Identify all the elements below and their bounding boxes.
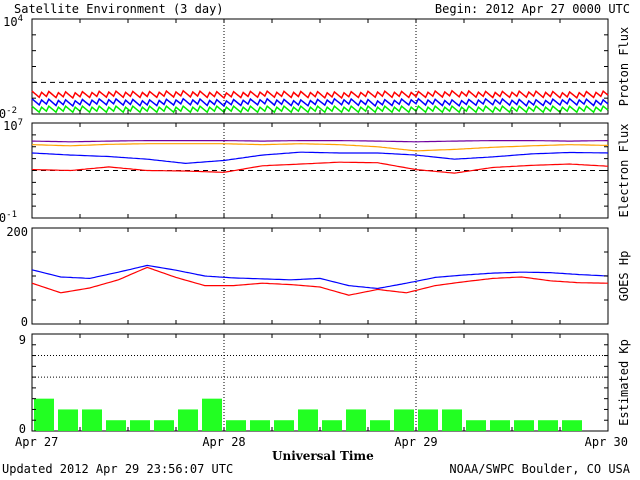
x-axis-title: Universal Time xyxy=(272,449,374,463)
kp-bar xyxy=(538,420,558,431)
y-tick-label: 200 xyxy=(6,225,28,239)
y-tick-label: 107 xyxy=(3,118,23,133)
kp-bar xyxy=(202,398,222,431)
kp-bar xyxy=(514,420,534,431)
kp-bar xyxy=(58,409,78,431)
data-series-line xyxy=(31,105,609,114)
data-series-line xyxy=(31,151,609,165)
kp-bar xyxy=(178,409,198,431)
panel-frame xyxy=(31,227,609,325)
data-series-line xyxy=(32,140,608,143)
kp-bar xyxy=(466,420,486,431)
kp-bar xyxy=(322,420,342,431)
y-axis-label: Electron Flux xyxy=(617,124,631,218)
kp-bar xyxy=(490,420,510,431)
kp-bar xyxy=(82,409,102,431)
y-tick-exponent: -1 xyxy=(6,210,17,220)
y-tick-label: 0 xyxy=(21,315,28,329)
y-tick-exponent: 7 xyxy=(18,118,23,128)
updated-timestamp: Updated 2012 Apr 29 23:56:07 UTC xyxy=(2,462,234,476)
y-tick-exponent: -2 xyxy=(6,106,17,116)
kp-bar xyxy=(130,420,150,431)
y-axis-label: GOES Hp xyxy=(617,251,631,302)
begin-time: Begin: 2012 Apr 27 0000 UTC xyxy=(434,2,630,16)
y-axis-label: Proton Flux xyxy=(617,27,631,106)
y-tick-label: 10-1 xyxy=(0,210,17,225)
kp-bar xyxy=(250,420,270,431)
kp-bar xyxy=(106,420,126,431)
kp-bar xyxy=(274,420,294,431)
y-tick-exponent: 4 xyxy=(18,14,23,24)
data-series-line xyxy=(32,161,609,174)
x-tick-label: Apr 28 xyxy=(202,435,245,449)
kp-bar xyxy=(442,409,462,431)
x-tick-label: Apr 29 xyxy=(394,435,437,449)
y-tick-label: 0 xyxy=(19,422,26,436)
data-series-line xyxy=(31,266,608,296)
y-tick-label: 104 xyxy=(3,14,23,29)
kp-bar xyxy=(562,420,582,431)
kp-bar xyxy=(370,420,390,431)
y-axis-label: Estimated Kp xyxy=(617,339,631,426)
x-tick-label: Apr 30 xyxy=(585,435,628,449)
kp-bar xyxy=(226,420,246,431)
data-series-line xyxy=(31,89,609,100)
data-series-line xyxy=(32,143,608,152)
kp-bar xyxy=(346,409,366,431)
y-tick-label: 9 xyxy=(19,333,26,347)
credit-text: NOAA/SWPC Boulder, CO USA xyxy=(449,462,630,476)
kp-bar xyxy=(154,420,174,431)
kp-bar xyxy=(418,409,438,431)
x-tick-label: Apr 27 xyxy=(15,435,58,449)
data-series-line xyxy=(31,97,609,108)
panel-frame xyxy=(31,18,609,115)
kp-bar xyxy=(34,398,54,431)
data-series-line xyxy=(31,264,609,290)
panel-frame xyxy=(31,333,609,432)
kp-bar xyxy=(298,409,318,431)
chart-title: Satellite Environment (3 day) xyxy=(14,2,224,16)
kp-bar xyxy=(394,409,414,431)
